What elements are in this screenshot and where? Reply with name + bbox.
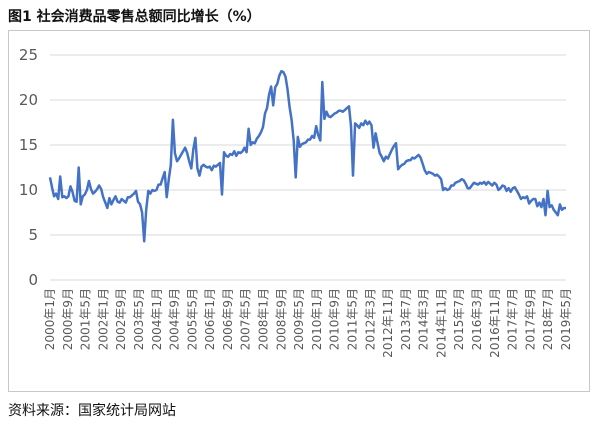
- y-tick-label: 15: [19, 136, 38, 154]
- x-tick-label: 2004年9月: [168, 288, 182, 350]
- x-tick-label: 2015年7月: [452, 288, 466, 350]
- y-tick-label: 20: [19, 91, 38, 109]
- x-tick-label: 2004年1月: [150, 288, 164, 350]
- y-tick-label: 25: [19, 46, 38, 64]
- x-tick-label: 2011年5月: [345, 288, 359, 350]
- x-axis: 2000年1月 2000年9月 2001年5月 2002年1月 2002年9月 2003年…: [43, 288, 573, 358]
- x-tick-label: 2012年3月: [363, 288, 377, 350]
- x-tick-label: 2016年11月: [488, 288, 502, 358]
- x-tick-label: 2009年5月: [292, 288, 306, 350]
- x-tick-label: 2005年5月: [185, 288, 199, 350]
- grid-lines: [50, 54, 566, 281]
- chart-frame: [8, 30, 590, 392]
- x-tick-label: 2006年9月: [221, 288, 235, 350]
- x-tick-label: 2016年3月: [470, 288, 484, 350]
- x-tick-label: 2013年7月: [399, 288, 413, 350]
- x-tick-label: 2001年5月: [79, 288, 93, 350]
- series-group: [48, 69, 566, 243]
- source-note: 资料来源：国家统计局网站: [8, 403, 176, 419]
- x-tick-label: 2012年11月: [381, 288, 395, 358]
- x-tick-label: 2010年1月: [310, 288, 324, 350]
- y-tick-label: 5: [28, 226, 38, 244]
- chart-title: 图1 社会消费品零售总额同比增长（%）: [8, 9, 261, 25]
- x-tick-label: 2008年9月: [274, 288, 288, 350]
- series-line: [48, 69, 566, 243]
- y-axis: 0 5 10 15 20 25: [19, 46, 38, 289]
- x-tick-label: 2010年9月: [328, 288, 342, 350]
- x-tick-label: 2002年1月: [96, 288, 110, 350]
- x-tick-label: 2000年1月: [43, 288, 57, 350]
- x-tick-label: 2017年7月: [506, 288, 520, 350]
- x-tick-label: 2017年9月: [523, 288, 537, 350]
- x-tick-label: 2019年5月: [559, 288, 573, 350]
- y-tick-label: 0: [28, 271, 38, 289]
- x-tick-label: 2018年7月: [541, 288, 555, 350]
- y-tick-label: 10: [19, 181, 38, 199]
- x-tick-label: 2006年1月: [203, 288, 217, 350]
- x-tick-label: 2000年9月: [61, 288, 75, 350]
- x-tick-label: 2014年11月: [434, 288, 448, 358]
- x-tick-label: 2002年9月: [114, 288, 128, 350]
- x-tick-label: 2014年3月: [417, 288, 431, 350]
- x-tick-label: 2008年1月: [257, 288, 271, 350]
- x-tick-label: 2007年5月: [239, 288, 253, 350]
- x-tick-label: 2003年5月: [132, 288, 146, 350]
